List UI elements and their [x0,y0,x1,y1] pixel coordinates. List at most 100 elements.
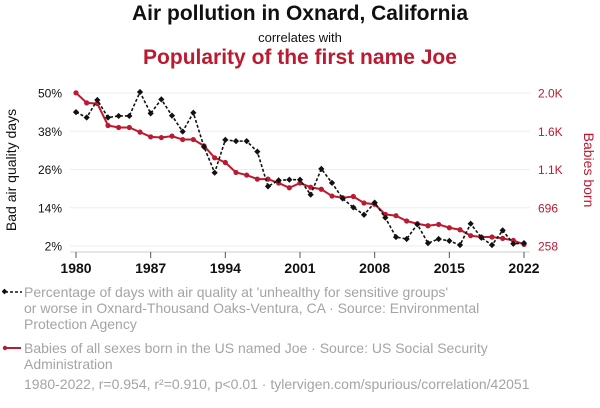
data-point-air-pollution [499,227,506,234]
data-point-air-pollution [200,143,208,150]
data-point-air-pollution [104,114,112,121]
y2-tick-label: 696 [538,201,558,215]
data-point-babies [116,124,122,131]
data-point-air-pollution [435,235,442,243]
y-tick-label: 26% [38,163,62,177]
data-point-air-pollution [136,88,144,96]
data-point-air-pollution [179,128,186,135]
y2-tick-label: 1.6K [538,125,563,139]
data-point-babies [457,227,463,233]
x-tick-label: 1987 [135,260,166,276]
data-point-air-pollution [211,169,218,176]
data-point-babies [137,129,143,135]
chart-connector: correlates with [258,30,342,45]
data-point-air-pollution [115,112,122,120]
y2-axis-label: Babies born [581,133,597,208]
data-point-air-pollution [72,109,80,116]
legend-text-line: Protection Agency [24,316,137,332]
x-tick-label: 2022 [508,260,539,276]
legend-item-babies: Babies of all sexes born in the US named… [2,340,488,372]
data-point-babies [468,233,474,239]
y-axis-left: 50% 38% 26% 14% 2% [38,87,62,254]
data-point-air-pollution [446,237,453,245]
data-point-babies [393,213,399,219]
data-point-babies [361,200,367,206]
data-point-air-pollution [243,138,250,145]
y-axis-label: Bad air quality days [3,109,19,231]
data-point-babies [190,136,196,143]
series-line-babies [75,92,525,246]
series-line-air-pollution [75,90,525,247]
data-point-babies [212,155,218,161]
data-point-air-pollution [286,176,293,183]
series-air-pollution [72,88,528,249]
y-tick-label: 14% [38,201,62,215]
data-point-air-pollution [467,220,474,227]
data-point-babies [180,136,186,143]
data-point-air-pollution [83,114,90,121]
data-point-babies [510,237,516,244]
data-point-babies [329,193,335,199]
data-point-babies [350,193,356,200]
data-point-babies [158,134,164,141]
legend-item-air-pollution: Percentage of days with air quality at '… [2,284,480,332]
data-point-air-pollution [382,214,389,221]
data-point-air-pollution [456,241,464,249]
x-tick-label: 2008 [359,260,390,276]
data-point-babies [436,221,442,228]
data-point-babies [105,122,111,129]
data-point-babies [297,180,303,186]
legend-text-line: Babies of all sexes born in the US named… [24,340,488,356]
data-point-air-pollution [339,195,346,202]
data-point-air-pollution [158,96,165,103]
legend-text-line: Administration [24,356,113,372]
data-point-babies [425,223,431,229]
data-point-air-pollution [360,211,368,218]
data-point-babies [382,211,388,217]
legend-solid-circle-icon [2,345,21,351]
y2-tick-label: 1.1K [538,163,563,177]
data-point-babies [233,169,239,176]
y2-tick-label: 258 [538,240,558,254]
data-point-air-pollution [190,109,197,116]
x-tick-label: 1980 [60,260,91,276]
legend-dashed-diamond-icon [2,288,22,295]
x-tick-label: 2015 [434,260,465,276]
data-point-air-pollution [222,136,229,143]
gridlines [70,92,530,247]
chart-title: Air pollution in Oxnard, California [131,2,468,25]
data-point-babies [254,176,260,182]
data-point-air-pollution [264,183,272,190]
data-point-babies [222,159,228,166]
data-point-babies [84,100,90,106]
data-point-babies [169,133,175,139]
data-point-babies [148,134,154,140]
data-point-air-pollution [392,233,400,241]
y-tick-label: 38% [38,125,62,139]
footer-stats: 1980-2022, r=0.954, r²=0.910, p<0.01 · t… [24,376,530,392]
data-point-air-pollution [126,112,133,120]
data-point-air-pollution [254,148,261,155]
x-axis: 1980 1987 1994 2001 2008 2015 2022 [60,251,540,276]
chart-subtitle: Popularity of the first name Joe [143,46,457,69]
data-point-babies [489,234,495,240]
x-tick-label: 2001 [284,260,315,276]
data-point-air-pollution [94,96,101,104]
data-point-babies [308,184,314,190]
data-point-air-pollution [232,138,240,145]
data-point-babies [126,124,132,131]
data-point-babies [73,90,79,96]
data-point-air-pollution [424,240,432,247]
legend-text-line: or worse in Oxnard-Thousand Oaks-Ventura… [24,300,480,316]
data-point-babies [318,186,324,192]
y-tick-label: 2% [45,240,63,254]
series-babies [73,90,527,248]
data-point-air-pollution [168,112,176,119]
data-point-babies [286,185,292,191]
x-tick-label: 1994 [210,260,241,276]
data-point-babies [446,225,452,231]
y2-tick-label: 2.0K [538,87,563,101]
data-point-babies [244,172,250,178]
y-tick-label: 50% [38,87,62,101]
